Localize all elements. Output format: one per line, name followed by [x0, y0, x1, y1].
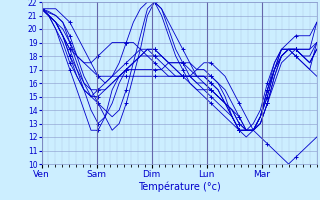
X-axis label: Température (°c): Température (°c) [138, 181, 220, 192]
